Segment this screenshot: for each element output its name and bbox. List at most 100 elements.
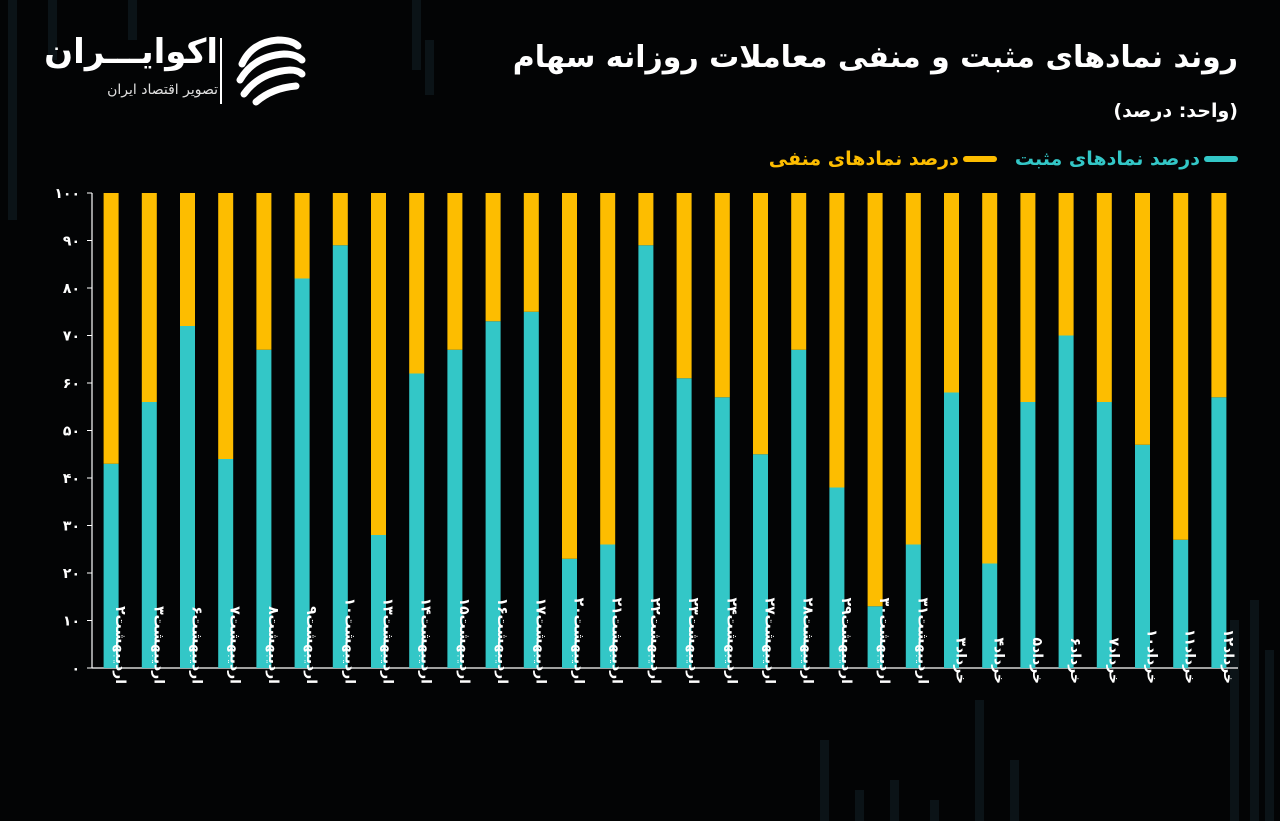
bar-positive (753, 454, 768, 668)
x-tick-label: اردیبهشت۷ (227, 606, 243, 684)
bar-positive (562, 558, 577, 668)
bar-negative (523, 193, 539, 312)
legend-swatch-negative (962, 156, 997, 162)
x-tick-label: اردیبهشت۲۷ (762, 598, 778, 684)
bar-negative (371, 193, 386, 535)
y-tick-label: ۴۰ (63, 471, 80, 487)
bar-positive (791, 349, 807, 668)
chart-title: روند نمادهای مثبت و منفی معاملات روزانه … (512, 40, 1238, 75)
x-tick-label: اردیبهشت۳۱ (914, 598, 930, 684)
y-tick-label: ۰ (71, 661, 80, 677)
x-tick-label: اردیبهشت۲۱ (609, 598, 625, 684)
x-tick-label: اردیبهشت۱۰ (341, 598, 357, 684)
bar-negative (791, 193, 807, 350)
bar-negative (753, 193, 768, 455)
background-candle (930, 800, 939, 821)
bar-negative (256, 193, 272, 350)
bar-negative (1211, 193, 1227, 398)
bar-negative (1096, 193, 1112, 402)
bar-positive (332, 245, 348, 668)
bar-positive (714, 397, 730, 668)
bar-negative (600, 193, 616, 545)
bar-negative (829, 193, 845, 488)
bar-positive (523, 311, 539, 668)
bar-negative (447, 193, 463, 350)
background-candle (975, 700, 984, 821)
swirl-logo-icon (236, 36, 306, 106)
bar-negative (409, 193, 425, 374)
bar-positive (218, 459, 234, 668)
bar-negative (294, 193, 310, 279)
legend-item-negative: درصد نمادهای منفی (769, 148, 997, 170)
x-tick-label: اردیبهشت۱۷ (532, 598, 548, 684)
background-candle (1265, 650, 1274, 821)
bar-positive (638, 245, 654, 668)
x-tick-label: خرداد۳ (953, 637, 969, 684)
bar-positive (1058, 335, 1074, 668)
bar-positive (905, 544, 921, 668)
logo-name: اکوایـــران (44, 32, 218, 72)
bar-positive (485, 321, 501, 668)
bar-positive (944, 392, 959, 668)
chart-unit: (واحد: درصد) (1113, 100, 1238, 122)
bar-negative (103, 193, 119, 464)
bar-negative (944, 193, 959, 393)
bar-positive (1173, 539, 1189, 668)
background-candle (128, 0, 137, 40)
bar-positive (180, 326, 195, 668)
y-tick-label: ۹۰ (63, 234, 80, 250)
chart-legend: درصد نمادهای مثبت درصد نمادهای منفی (769, 148, 1238, 170)
bar-negative (867, 193, 883, 607)
y-tick-label: ۵۰ (63, 424, 80, 440)
y-tick-label: ۶۰ (63, 376, 80, 392)
bar-positive (1135, 444, 1150, 668)
bar-negative (141, 193, 157, 402)
legend-item-positive: درصد نمادهای مثبت (1015, 148, 1238, 170)
logo-subtitle: تصویر اقتصاد ایران (107, 82, 218, 98)
x-tick-label: خرداد۱۲ (1220, 629, 1236, 684)
bar-negative (1173, 193, 1189, 540)
bar-negative (1020, 193, 1036, 402)
legend-swatch-positive (1204, 156, 1238, 162)
background-candle (855, 790, 864, 821)
x-tick-label: اردیبهشت۱۴ (418, 598, 434, 684)
x-tick-label: خرداد۱۰ (1144, 629, 1160, 684)
background-candle (890, 780, 899, 821)
bar-positive (676, 378, 692, 668)
bar-negative (332, 193, 348, 246)
background-candle (820, 740, 829, 821)
bar-negative (1135, 193, 1150, 445)
y-tick-label: ۱۰۰ (54, 186, 80, 202)
x-tick-label: خرداد۶ (1067, 637, 1083, 684)
x-tick-label: اردیبهشت۲ (112, 606, 128, 684)
bar-positive (829, 487, 845, 668)
legend-label-positive: درصد نمادهای مثبت (1014, 148, 1200, 170)
bar-negative (1058, 193, 1074, 336)
background-candle (48, 0, 57, 60)
y-tick-label: ۲۰ (63, 566, 80, 582)
x-tick-label: خرداد۴ (991, 637, 1007, 684)
bar-negative (485, 193, 501, 322)
legend-label-negative: درصد نمادهای منفی (768, 148, 959, 170)
y-tick-label: ۸۰ (63, 281, 80, 297)
x-tick-label: اردیبهشت۲۴ (723, 598, 739, 684)
bar-negative (676, 193, 692, 379)
bar-positive (600, 544, 616, 668)
bar-positive (256, 349, 272, 668)
x-tick-label: خرداد۵ (1029, 637, 1045, 684)
logo: اکوایـــران تصویر اقتصاد ایران (44, 32, 310, 112)
bar-positive (1211, 397, 1227, 668)
background-candle (1010, 760, 1019, 821)
y-tick-label: ۳۰ (63, 519, 80, 535)
bar-negative (218, 193, 234, 459)
background-candle (1250, 600, 1259, 821)
bar-positive (371, 535, 386, 668)
x-tick-label: اردیبهشت۲۲ (647, 598, 663, 684)
y-tick-label: ۷۰ (63, 329, 80, 345)
logo-divider (220, 38, 222, 104)
x-tick-label: اردیبهشت۸ (265, 606, 281, 684)
bar-negative (714, 193, 730, 398)
x-tick-label: اردیبهشت۱۳ (380, 598, 396, 684)
bar-negative (562, 193, 577, 559)
